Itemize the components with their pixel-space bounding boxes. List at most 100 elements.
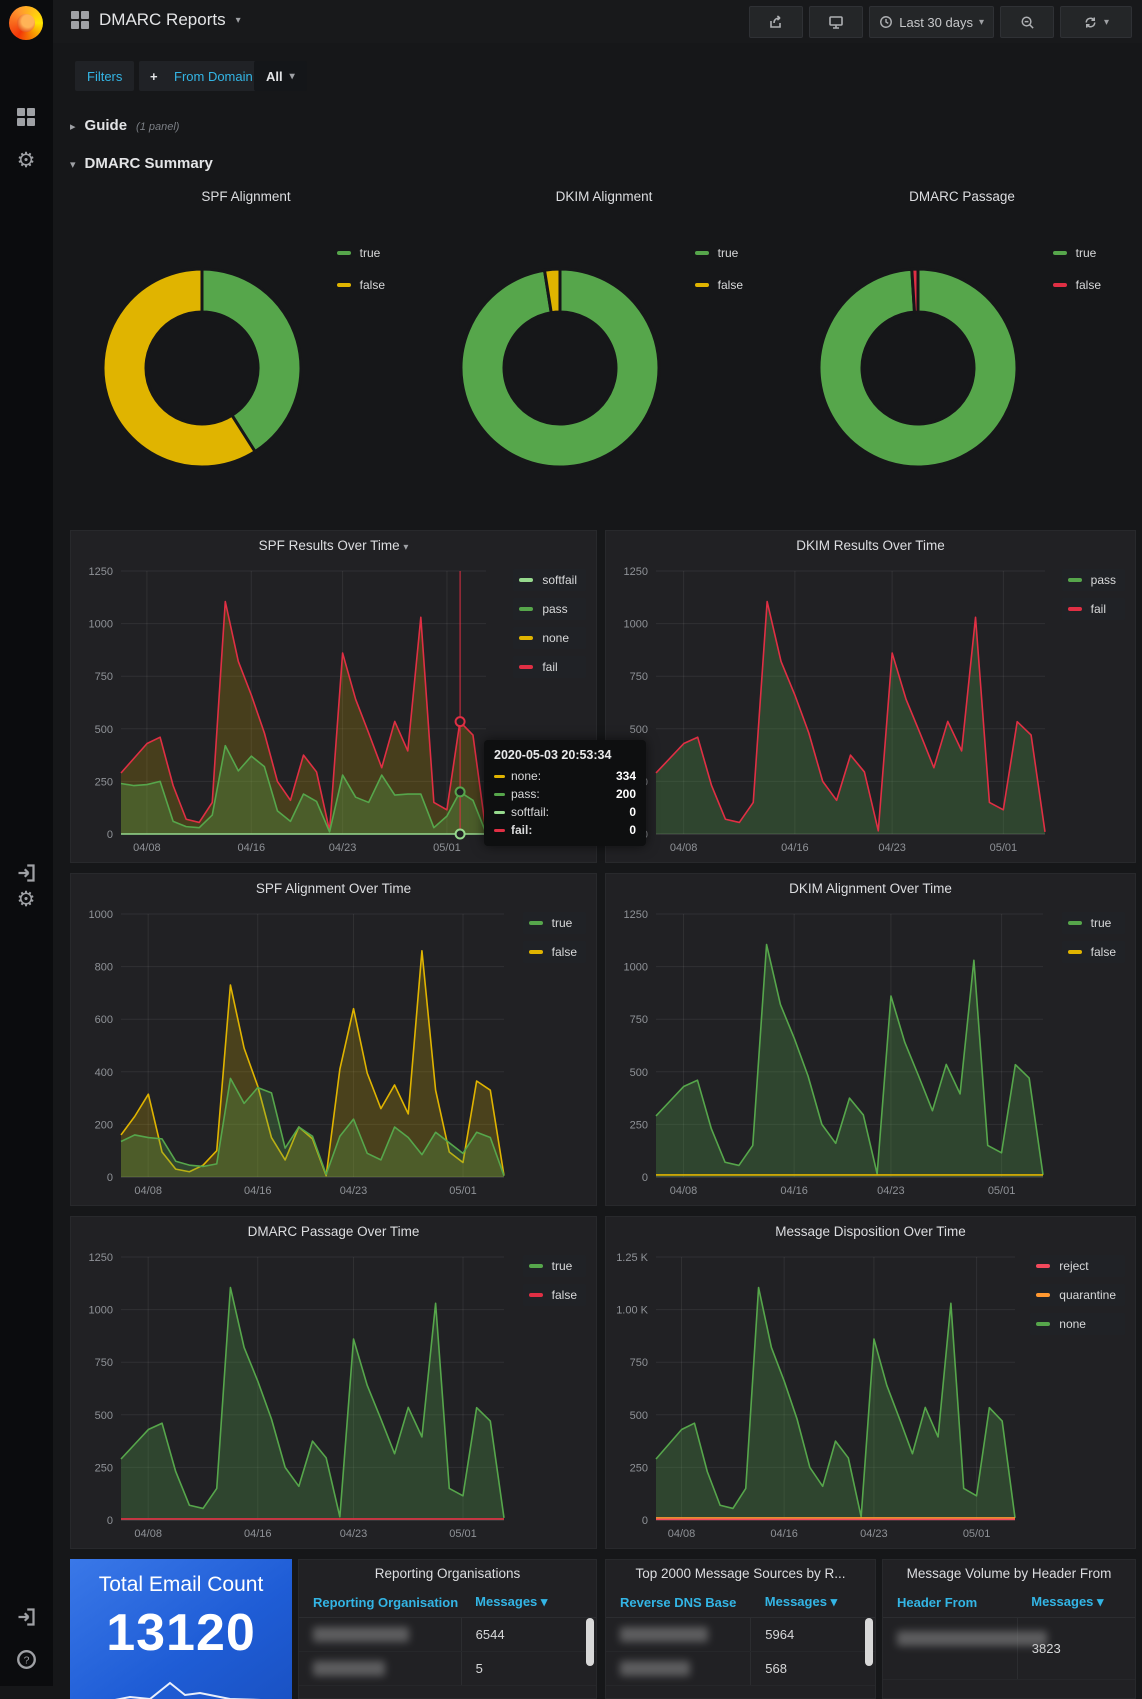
dkim-alignment-donut[interactable] [450,218,670,508]
sign-in-icon[interactable] [13,860,39,886]
legend-swatch [528,1293,543,1297]
legend-item-true[interactable]: true [1061,912,1125,934]
column-header-reverse-dns-base[interactable]: Reverse DNS Base [606,1588,751,1618]
spf-alignment-plot[interactable]: 0 200 400 600 800 1000 04/08 04/16 04/23 05/01 [75,904,510,1201]
donut-slice-false[interactable] [910,267,920,314]
dkim-alignment-plot[interactable]: 0 250 500 750 1000 1250 04/08 04/16 04/23 05/01 [610,904,1049,1201]
svg-text:500: 500 [630,1410,648,1422]
legend-item-false[interactable]: false [522,1284,586,1306]
dmarc-passage-donut[interactable] [808,218,1028,508]
refresh-button[interactable]: ▾ [1060,6,1132,38]
legend-item-pass[interactable]: pass [1061,569,1125,591]
legend-item-true[interactable]: true [1047,242,1110,264]
panel-title[interactable]: Reporting Organisations [374,1566,521,1581]
grafana-logo[interactable] [9,6,43,40]
chevron-right-icon: ▸ [70,121,76,133]
panel-title[interactable]: Top 2000 Message Sources by R... [635,1566,846,1581]
dkim-alignment-panel: DKIM Alignment true false [428,182,780,517]
panel-title[interactable]: DKIM Alignment Over Time [789,881,952,896]
legend-item-pass[interactable]: pass [513,598,586,620]
donut-slice-true[interactable] [200,267,303,454]
from-domain-chip[interactable]: From Domain [162,61,265,91]
spf-results-plot[interactable]: 0 250 500 750 1000 1250 04/08 04/16 04/23 05/01 [75,561,492,858]
panel-title[interactable]: Message Disposition Over Time [775,1224,966,1239]
dmarc-summary-row-toggle[interactable]: ▾ DMARC Summary [70,155,213,172]
column-header-messages[interactable]: Messages ▾ [1017,1588,1135,1618]
from-domain-value-dropdown[interactable]: All ▾ [254,61,307,91]
panel-title[interactable]: DKIM Alignment [555,189,653,204]
panel-title[interactable]: SPF Alignment Over Time [255,881,412,896]
dmarc-passage-plot[interactable]: 0 250 500 750 1000 1250 04/08 04/16 04/23 05/01 [75,1247,510,1544]
legend-item-true[interactable]: true [522,912,586,934]
legend-item-false[interactable]: false [331,274,394,296]
column-header-messages[interactable]: Messages ▾ [750,1588,875,1618]
message-disposition-panel: Message Disposition Over Time 0 250 500 750… [605,1216,1136,1549]
redacted-cell [313,1627,409,1642]
legend-swatch [1067,921,1082,925]
column-header-header-from[interactable]: Header From [883,1588,1018,1618]
legend-item-true[interactable]: true [331,242,394,264]
help-icon[interactable]: ? [13,1646,39,1672]
settings-gear-icon[interactable]: ⚙ [16,887,36,911]
zoom-out-button[interactable] [1000,6,1054,38]
legend-item-false[interactable]: false [522,941,586,963]
legend-swatch [336,251,351,255]
time-range-button[interactable]: Last 30 days ▾ [869,6,994,38]
donut-slice-true[interactable] [459,267,661,469]
svg-text:05/01: 05/01 [988,1185,1016,1197]
donut-slice-true[interactable] [817,267,1019,469]
svg-text:04/23: 04/23 [329,842,357,854]
dashboards-grid-icon[interactable] [13,104,39,130]
top-message-sources-panel: Top 2000 Message Sources by R... Reverse… [605,1559,876,1699]
legend-item-softfail[interactable]: softfail [513,569,586,591]
legend-item-none[interactable]: none [513,627,586,649]
share-button[interactable] [749,6,804,38]
dkim-alignment-time-panel: DKIM Alignment Over Time 0 250 500 750 1000 1… [605,873,1136,1206]
panel-title[interactable]: DMARC Passage [909,189,1015,204]
panel-title[interactable]: SPF Alignment [201,189,291,204]
message-disposition-plot[interactable]: 0 250 500 750 1.00 K 1.25 K 04/08 04/16 04/23 05/… [610,1247,1021,1544]
donut-slice-false[interactable] [101,267,258,469]
legend-item-fail[interactable]: fail [513,656,586,678]
column-header-reporting-organisation[interactable]: Reporting Organisation [299,1588,462,1618]
svg-text:0: 0 [642,1172,648,1184]
legend-item-true[interactable]: true [522,1255,586,1277]
legend-item-reject[interactable]: reject [1030,1255,1125,1277]
table-scrollbar[interactable] [586,1618,594,1666]
legend-item-fail[interactable]: fail [1061,598,1125,620]
panel-title[interactable]: Message Volume by Header From [906,1566,1112,1581]
legend-item-quarantine[interactable]: quarantine [1030,1284,1125,1306]
redacted-cell [897,1631,1047,1646]
tooltip-timestamp: 2020-05-03 20:53:34 [494,748,612,762]
donut-slice-false[interactable] [542,267,562,315]
total-email-value: 13120 [106,1604,256,1662]
legend-item-false[interactable]: false [689,274,752,296]
dashboard-title-dropdown[interactable]: DMARC Reports ▾ [71,10,241,30]
filters-chip[interactable]: Filters [75,61,135,91]
table-scrollbar[interactable] [865,1618,873,1666]
spf-alignment-donut[interactable] [92,218,312,508]
redacted-cell [620,1627,708,1642]
legend-swatch [1067,607,1082,611]
panel-title[interactable]: DKIM Results Over Time [796,538,945,553]
legend-swatch [1036,1322,1051,1326]
svg-text:04/23: 04/23 [877,1185,905,1197]
redacted-cell [620,1661,690,1676]
none-swatch [494,774,505,778]
panel-title[interactable]: SPF Results Over Time ▾ [258,538,409,553]
guide-row-toggle[interactable]: ▸ Guide (1 panel) [70,117,179,134]
legend-item-false[interactable]: false [1061,941,1125,963]
svg-text:04/08: 04/08 [668,1528,696,1540]
sign-in-icon[interactable] [13,1604,39,1630]
legend-item-none[interactable]: none [1030,1313,1125,1335]
tv-mode-button[interactable] [809,6,864,38]
panel-title[interactable]: DMARC Passage Over Time [247,1224,420,1239]
legend-item-false[interactable]: false [1047,274,1110,296]
fail-swatch [494,828,505,832]
legend-item-true[interactable]: true [689,242,752,264]
tooltip-row: pass: 200 [494,787,636,801]
settings-gear-icon[interactable]: ⚙ [16,148,36,172]
column-header-messages[interactable]: Messages ▾ [461,1588,596,1618]
svg-text:1250: 1250 [624,909,648,921]
